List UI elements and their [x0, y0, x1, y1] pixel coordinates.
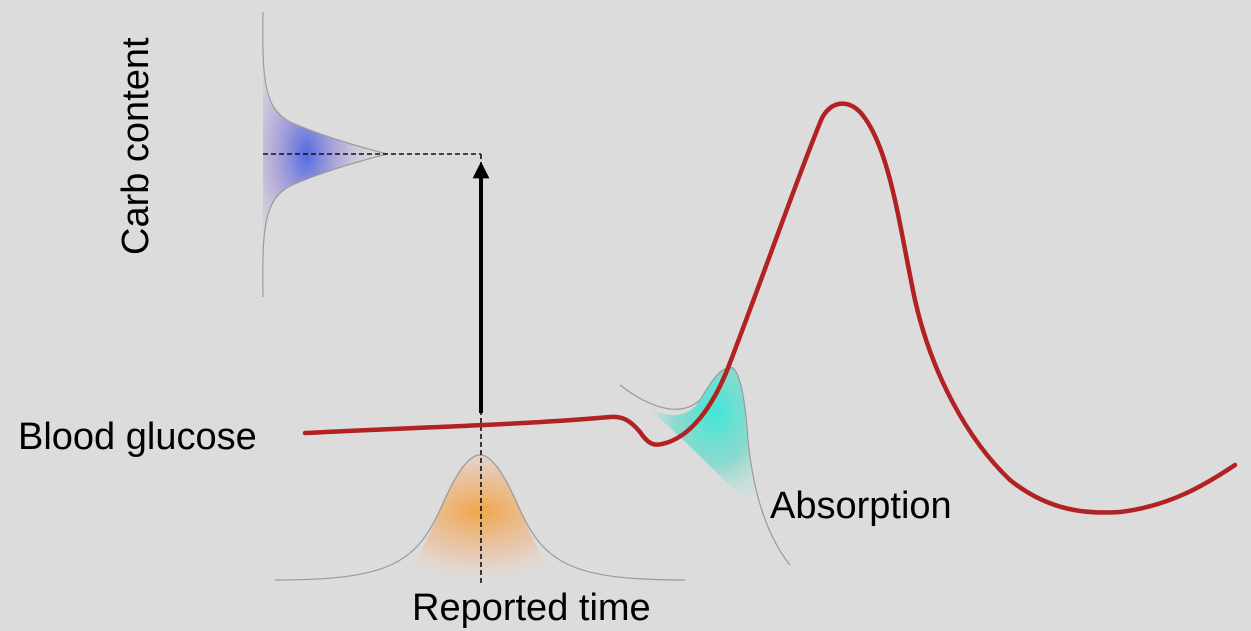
absorption-distribution-fill: [650, 367, 768, 518]
absorption-distribution: [619, 367, 791, 566]
absorption-label: Absorption: [770, 485, 952, 527]
carb-content-label: Carb content: [115, 37, 157, 255]
time-distribution-outline: [274, 454, 686, 581]
reported-time-label: Reported time: [412, 587, 651, 629]
reported-time-distribution: [274, 454, 686, 581]
time-distribution-fill: [372, 455, 588, 580]
carb-distribution-fill: [262, 45, 387, 263]
blood-glucose-curve: [302, 101, 1238, 515]
absorption-distribution-outline: [619, 367, 791, 566]
blood-glucose-label: Blood glucose: [18, 416, 257, 458]
